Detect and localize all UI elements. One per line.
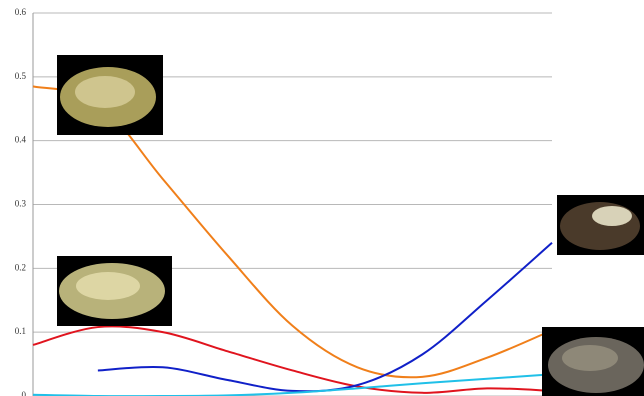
y-tick-label: 0.2 [15,262,26,272]
shell-photo [542,327,644,396]
line-series [33,326,552,392]
y-tick-label: 0.5 [15,71,27,81]
line-series [33,374,552,396]
y-tick-label: 0.4 [15,135,27,145]
shell-photo [57,55,163,135]
y-tick-label: 0.3 [15,199,27,209]
shell-photo [57,256,172,326]
y-tick-label: 0 [22,390,27,396]
y-tick-label: 0.6 [15,7,27,17]
page: 00.10.20.30.40.50.6 (() => { const data … [0,0,644,396]
chart: 0 0.1 0.2 0.3 0.4 0.5 0.6 [0,0,644,396]
shell-photo [557,195,644,255]
y-tick-label: 0.1 [15,326,26,336]
